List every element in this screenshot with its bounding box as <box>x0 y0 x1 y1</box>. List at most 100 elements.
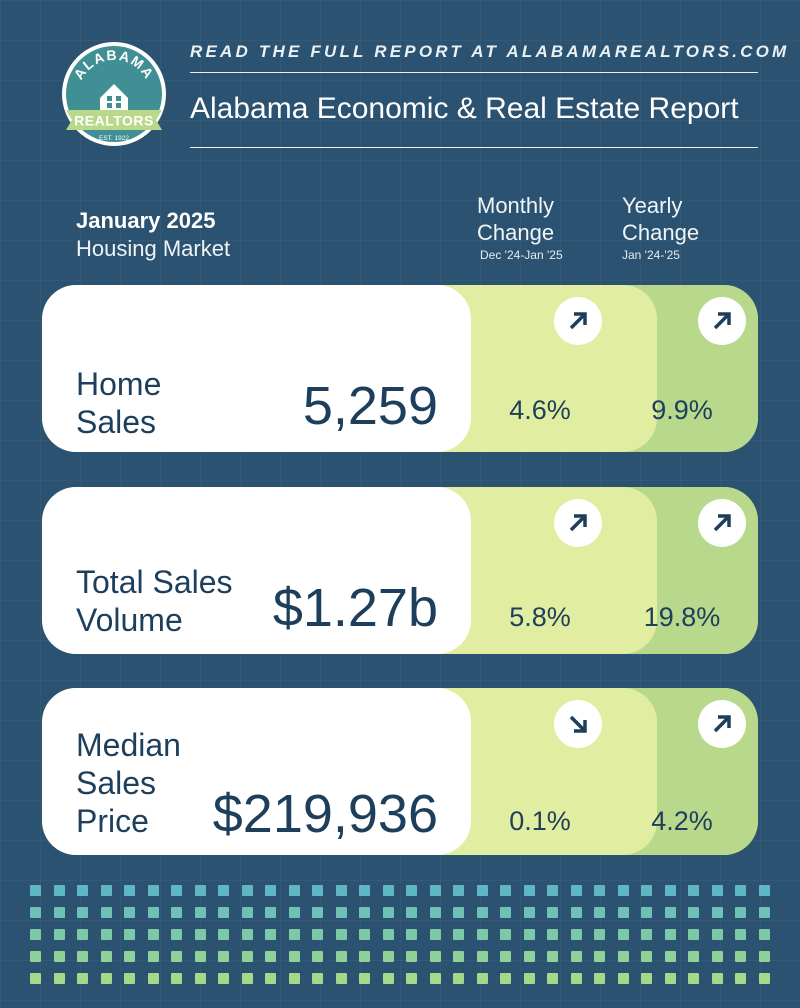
dot <box>406 907 418 918</box>
dot <box>570 907 582 918</box>
metric-card-median-sales-price: Median Sales Price $219,936 0.1% 4.2% <box>42 688 758 855</box>
dot <box>758 973 770 984</box>
arrow-down-right-icon <box>554 700 602 748</box>
dot <box>77 973 89 984</box>
report-title: Alabama Economic & Real Estate Report <box>190 92 739 125</box>
arrow-up-right-icon <box>698 499 746 547</box>
dot <box>218 885 230 896</box>
dot <box>171 973 183 984</box>
dot <box>241 951 253 962</box>
dot <box>124 929 136 940</box>
dot <box>312 907 324 918</box>
dot-row <box>30 973 770 991</box>
dot <box>288 951 300 962</box>
dot <box>335 885 347 896</box>
alabama-realtors-logo: ALABAMA REALTORS EST. 1922 <box>60 40 168 148</box>
dot <box>147 929 159 940</box>
metric-label-line1: Home <box>76 366 162 402</box>
dot <box>617 907 629 918</box>
dot <box>265 929 277 940</box>
svg-text:REALTORS: REALTORS <box>74 113 154 129</box>
dot <box>594 885 606 896</box>
dot-row <box>30 951 770 969</box>
dot <box>77 951 89 962</box>
dot <box>711 951 723 962</box>
value-panel <box>42 487 471 654</box>
dot <box>570 929 582 940</box>
dot <box>312 885 324 896</box>
metric-label-line2: Sales <box>76 765 157 801</box>
dot <box>265 951 277 962</box>
dot <box>30 885 41 896</box>
header-divider-top <box>190 72 758 73</box>
dot <box>312 973 324 984</box>
dot <box>476 973 488 984</box>
metric-label-line3: Price <box>76 803 149 839</box>
dot <box>194 885 206 896</box>
yearly-range: Jan '24-'25 <box>622 248 680 262</box>
dot <box>476 907 488 918</box>
dot <box>218 907 230 918</box>
dot <box>688 885 700 896</box>
dot <box>147 951 159 962</box>
dot <box>218 929 230 940</box>
arrow-up-right-icon <box>698 297 746 345</box>
metric-label: Median Sales Price <box>76 726 181 840</box>
value-panel <box>42 688 471 855</box>
dot <box>617 885 629 896</box>
dot <box>664 885 676 896</box>
dot <box>171 885 183 896</box>
dot <box>406 973 418 984</box>
dot-row <box>30 885 770 903</box>
dot <box>147 907 159 918</box>
report-link-tagline[interactable]: READ THE FULL REPORT AT ALABAMAREALTORS.… <box>190 42 790 61</box>
dot <box>735 907 747 918</box>
dot <box>382 973 394 984</box>
dot <box>288 907 300 918</box>
dot <box>335 973 347 984</box>
dot <box>711 973 723 984</box>
dot <box>359 951 371 962</box>
dot <box>711 907 723 918</box>
dot <box>100 929 112 940</box>
dot <box>53 885 65 896</box>
dot <box>453 929 465 940</box>
dot <box>453 885 465 896</box>
dot <box>594 929 606 940</box>
dot <box>265 885 277 896</box>
dot <box>53 951 65 962</box>
dot <box>688 951 700 962</box>
dot <box>429 907 441 918</box>
dot <box>241 885 253 896</box>
dot <box>312 951 324 962</box>
dot <box>30 907 41 918</box>
arrow-up-right-icon <box>698 700 746 748</box>
monthly-range: Dec '24-Jan '25 <box>480 248 563 262</box>
dot <box>429 929 441 940</box>
metric-value: 5,259 <box>302 376 438 436</box>
dot <box>288 929 300 940</box>
dot <box>218 951 230 962</box>
dot <box>711 929 723 940</box>
dot <box>147 973 159 984</box>
dot <box>124 907 136 918</box>
dot <box>124 973 136 984</box>
dot <box>500 973 512 984</box>
dot <box>359 907 371 918</box>
dot <box>664 951 676 962</box>
dot <box>30 973 41 984</box>
dot <box>617 929 629 940</box>
dot <box>453 951 465 962</box>
dot <box>53 973 65 984</box>
monthly-change-header: Monthly Change Dec '24-Jan '25 <box>477 192 563 262</box>
dot <box>194 929 206 940</box>
dot <box>570 951 582 962</box>
dot <box>147 885 159 896</box>
dot <box>641 929 653 940</box>
dot <box>500 907 512 918</box>
dot <box>194 907 206 918</box>
header-divider-bottom <box>190 147 758 148</box>
dot <box>265 973 277 984</box>
yearly-change-value: 19.8% <box>643 602 721 632</box>
dot <box>664 907 676 918</box>
